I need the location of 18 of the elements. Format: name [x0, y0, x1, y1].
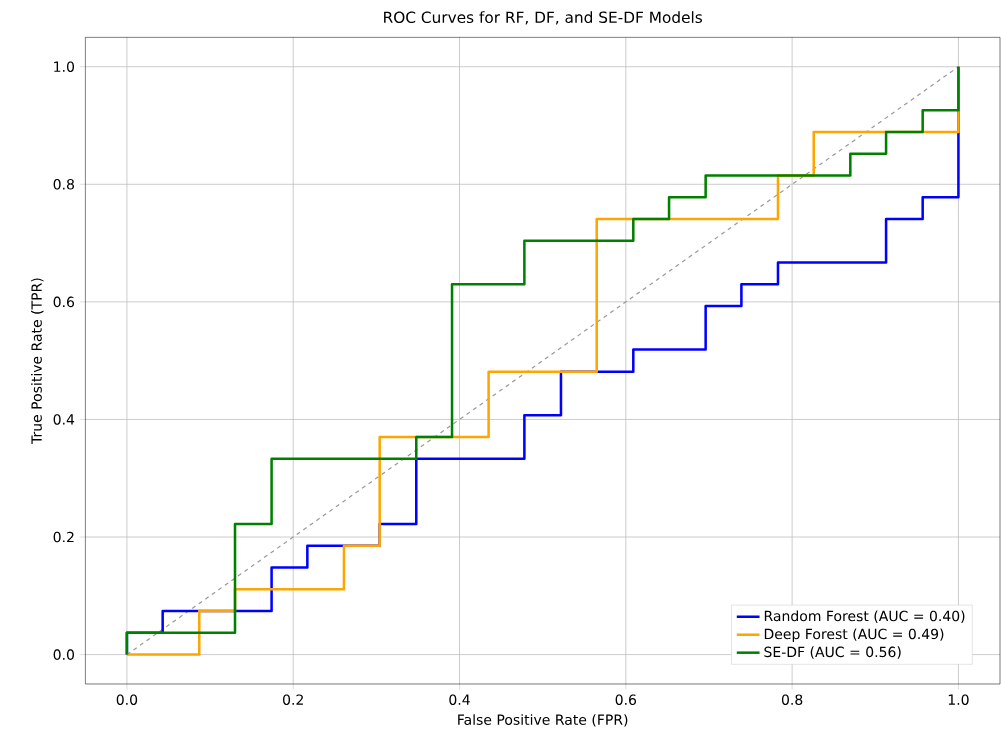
x-tick-label: 0.0 [116, 694, 138, 705]
y-tick-label: 0.0 [53, 649, 74, 660]
legend-label: Random Forest (AUC = 0.40) [764, 610, 965, 623]
x-tick-label: 0.6 [615, 694, 637, 705]
y-tick-label: 0.8 [53, 178, 74, 190]
legend-label: Deep Forest (AUC = 0.49) [764, 628, 944, 642]
y-tick-label: 0.4 [53, 414, 75, 425]
y-axis-title: True Positive Rate (TPR) [31, 278, 44, 445]
x-tick-label: 0.4 [449, 694, 470, 705]
x-tick-label: 0.2 [283, 694, 303, 705]
y-tick-label: 1.0 [54, 61, 74, 72]
y-tick-label: 0.6 [53, 296, 75, 308]
chart-title: ROC Curves for RF, DF, and SE-DF Models [384, 11, 703, 25]
x-axis-title: False Positive Rate (FPR) [458, 714, 628, 727]
legend-label: SE-DF (AUC = 0.56) [764, 646, 901, 659]
y-tick-label: 0.2 [53, 531, 74, 543]
x-tick-label: 0.8 [781, 694, 803, 705]
x-tick-label: 1.0 [948, 694, 969, 705]
